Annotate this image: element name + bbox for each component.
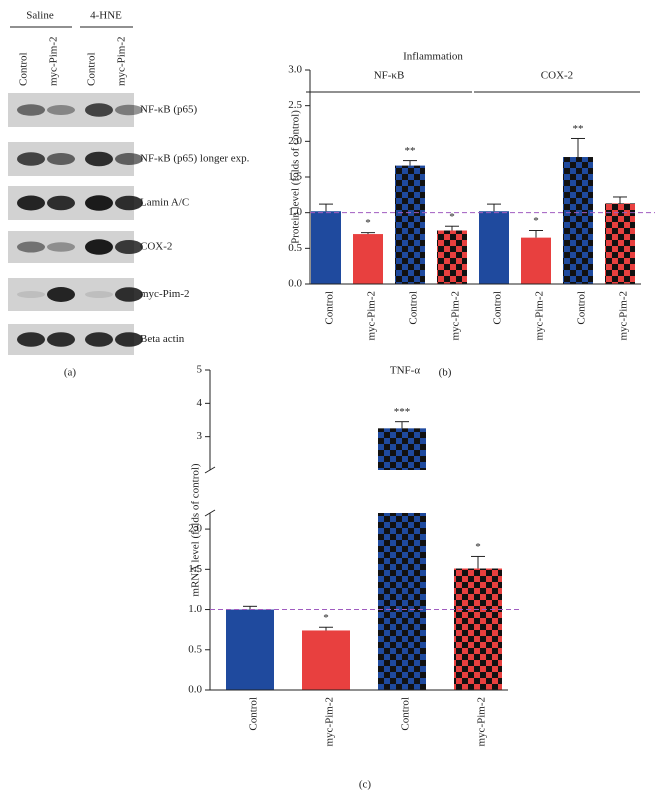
panel-label: (c) bbox=[359, 779, 372, 791]
x-tick-label: Control bbox=[400, 697, 412, 731]
blot-band bbox=[85, 239, 113, 255]
chart-title: Inflammation bbox=[403, 51, 463, 63]
x-tick-label: myc-Pim-2 bbox=[534, 291, 546, 341]
blot-band bbox=[85, 103, 113, 117]
y-tick-label: 2.0 bbox=[288, 135, 302, 147]
blot-band bbox=[115, 195, 143, 211]
blot-band bbox=[115, 104, 143, 116]
y-tick-label: 5 bbox=[197, 364, 203, 376]
lane-label: Control bbox=[18, 52, 30, 86]
x-tick-label: myc-Pim-2 bbox=[618, 291, 630, 341]
x-tick-label: myc-Pim-2 bbox=[366, 291, 378, 341]
lane-label: myc-Pim-2 bbox=[48, 37, 60, 87]
blot-band bbox=[85, 195, 113, 211]
y-tick-label: 2.5 bbox=[288, 99, 302, 111]
bar-upper bbox=[378, 428, 426, 470]
x-tick-label: myc-Pim-2 bbox=[476, 697, 488, 747]
blot-band bbox=[85, 291, 113, 298]
y-tick-label: 2.0 bbox=[188, 523, 202, 535]
y-tick-label: 3.0 bbox=[288, 64, 302, 76]
blot-band bbox=[115, 332, 143, 347]
blot-row-label: NF-κB (p65) longer exp. bbox=[140, 153, 250, 165]
y-tick-label: 4 bbox=[197, 397, 203, 409]
blot-band bbox=[17, 195, 45, 211]
y-tick-label: 1.5 bbox=[288, 171, 302, 183]
bar bbox=[353, 234, 383, 284]
blot-band bbox=[115, 153, 143, 165]
blot-group: 4-HNE bbox=[90, 10, 122, 22]
y-tick-label: 0.5 bbox=[288, 242, 302, 254]
bar bbox=[311, 211, 341, 284]
x-tick-label: myc-Pim-2 bbox=[450, 291, 462, 341]
significance: * bbox=[475, 541, 481, 553]
blot-band bbox=[85, 332, 113, 347]
blot-row-label: NF-κB (p65) bbox=[140, 104, 198, 116]
blot-band bbox=[85, 151, 113, 167]
group-label: COX-2 bbox=[541, 70, 573, 82]
blot-band bbox=[17, 152, 45, 166]
group-label: NF-κB bbox=[374, 70, 405, 82]
lane-label: Control bbox=[86, 52, 98, 86]
y-tick-label: 1.5 bbox=[188, 563, 202, 575]
blot-row-label: myc-Pim-2 bbox=[140, 288, 190, 300]
x-tick-label: Control bbox=[492, 291, 504, 325]
bar bbox=[395, 165, 425, 284]
significance: * bbox=[449, 211, 455, 223]
bar bbox=[605, 203, 635, 284]
panel-label: (b) bbox=[439, 367, 452, 379]
significance: * bbox=[365, 217, 371, 229]
blot-row-label: Beta actin bbox=[140, 333, 185, 345]
blot-band bbox=[17, 241, 45, 253]
y-tick-label: 3 bbox=[197, 430, 203, 442]
panel-label: (a) bbox=[64, 367, 77, 379]
y-tick-label: 1.0 bbox=[288, 206, 302, 218]
y-tick-label: 1.0 bbox=[188, 603, 202, 615]
bar bbox=[479, 211, 509, 284]
x-tick-label: Control bbox=[408, 291, 420, 325]
blot-group: Saline bbox=[26, 10, 54, 22]
significance: ** bbox=[573, 123, 584, 135]
bar bbox=[521, 237, 551, 284]
x-tick-label: Control bbox=[576, 291, 588, 325]
blot-band bbox=[17, 291, 45, 298]
blot-band bbox=[47, 332, 75, 347]
bar bbox=[563, 157, 593, 284]
axis-break bbox=[204, 509, 216, 517]
blot-band bbox=[115, 240, 143, 254]
x-tick-label: Control bbox=[248, 697, 260, 731]
y-axis-label: mRNA level (folds of control) bbox=[190, 463, 202, 597]
bar bbox=[437, 230, 467, 284]
x-tick-label: myc-Pim-2 bbox=[324, 697, 336, 747]
bar bbox=[302, 630, 350, 690]
blot-band bbox=[47, 153, 75, 165]
blot-band bbox=[47, 287, 75, 302]
x-tick-label: Control bbox=[324, 291, 336, 325]
blot-row-label: Lamin A/C bbox=[140, 197, 189, 209]
significance: ** bbox=[405, 145, 416, 157]
bar bbox=[454, 568, 502, 690]
lane-label: myc-Pim-2 bbox=[116, 37, 128, 87]
significance: * bbox=[323, 612, 329, 624]
blot-band bbox=[17, 332, 45, 347]
bar bbox=[226, 609, 274, 690]
bar bbox=[378, 513, 426, 690]
blot-band bbox=[47, 195, 75, 211]
blot-band bbox=[17, 104, 45, 116]
blot-band bbox=[115, 287, 143, 302]
y-tick-label: 0.5 bbox=[188, 643, 202, 655]
y-axis-label: Protein level (folds of control) bbox=[290, 110, 302, 244]
y-tick-label: 0.0 bbox=[188, 684, 202, 696]
blot-band bbox=[47, 105, 75, 115]
significance: *** bbox=[394, 406, 411, 418]
significance: * bbox=[533, 215, 539, 227]
blot-band bbox=[47, 242, 75, 252]
axis-break bbox=[204, 466, 216, 474]
blot-row-label: COX-2 bbox=[140, 241, 172, 253]
chart-title: TNF-α bbox=[390, 365, 420, 377]
y-tick-label: 0.0 bbox=[288, 278, 302, 290]
